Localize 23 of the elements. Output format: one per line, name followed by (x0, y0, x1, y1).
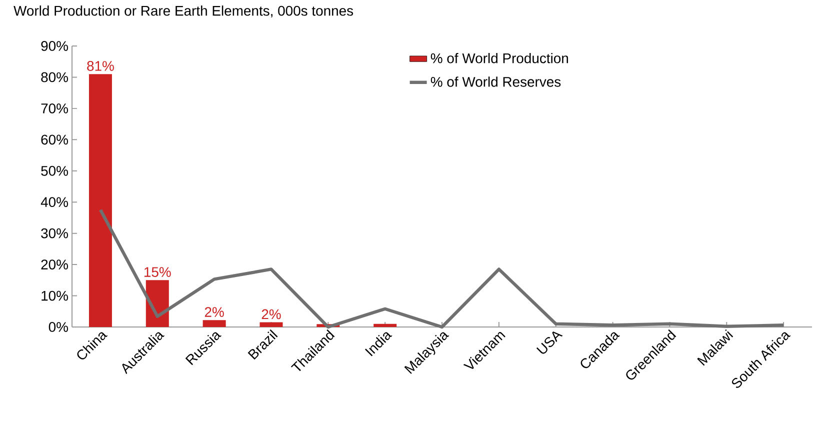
bar (374, 324, 397, 327)
y-tick-label: 70% (41, 103, 68, 114)
bar (202, 320, 226, 327)
y-tick-label: 20% (41, 260, 68, 270)
y-tick-label: 90% (41, 41, 68, 51)
legend-label: % of World Reserves (430, 76, 561, 87)
bar (88, 74, 112, 327)
y-tick-label: 30% (41, 228, 68, 238)
y-tick-label: 0% (48, 322, 68, 332)
y-tick-label: 40% (40, 197, 68, 208)
y-tick-label: 80% (41, 72, 68, 82)
data-label: 2% (262, 309, 281, 320)
y-tick-label: 10% (42, 290, 68, 301)
y-tick-label: 60% (41, 134, 68, 145)
data-label: 81% (87, 61, 114, 71)
bar (260, 322, 283, 327)
chart-title: World Production or Rare Earth Elements, 000s tonnes (14, 6, 354, 18)
legend-label: % of World Production (430, 52, 568, 64)
line-series (98, 208, 786, 329)
data-label: 2% (204, 307, 224, 317)
y-tick-label: 50% (41, 166, 68, 176)
x-tick-label: USA (536, 332, 563, 354)
data-label: 15% (144, 267, 171, 277)
